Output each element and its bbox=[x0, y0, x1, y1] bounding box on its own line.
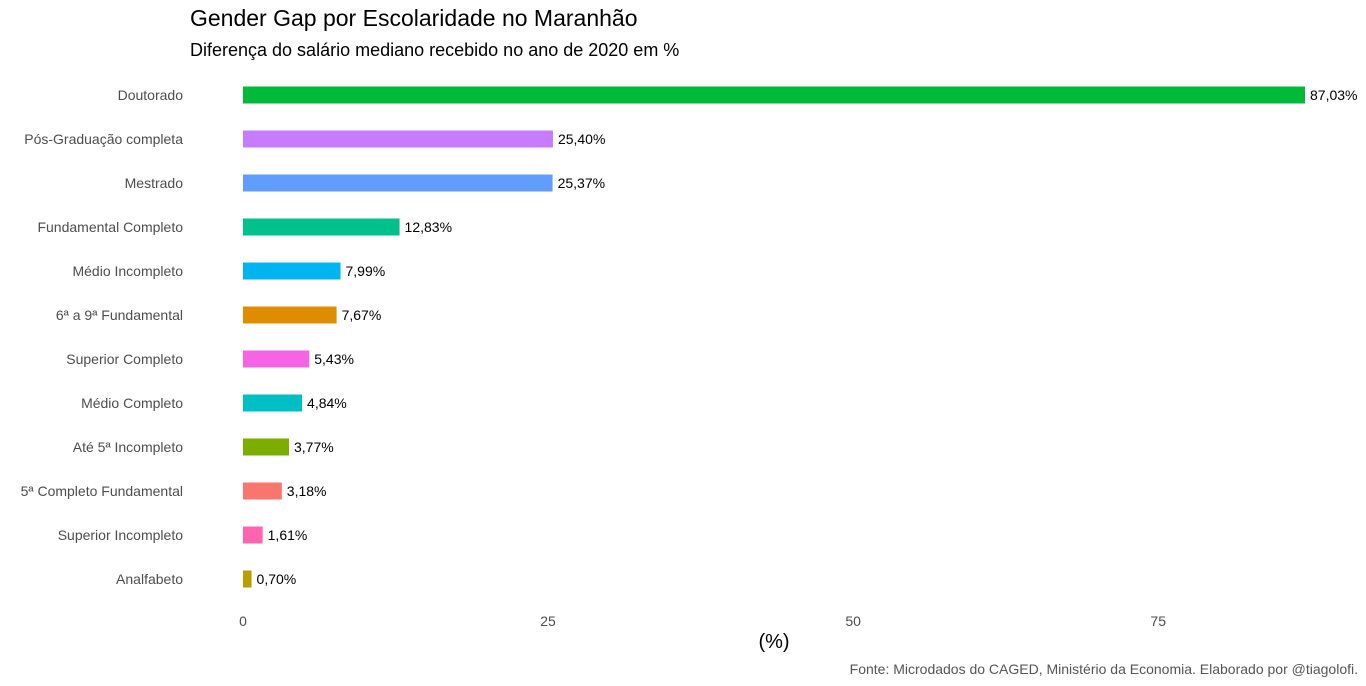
bar-medio-completo bbox=[243, 394, 303, 412]
bar-superior-incompleto bbox=[243, 526, 263, 544]
value-label-6-a-9-fundamental: 7,67% bbox=[342, 307, 382, 323]
value-label-fundamental-completo: 12,83% bbox=[405, 219, 452, 235]
chart-caption: Fonte: Microdados do CAGED, Ministério d… bbox=[850, 661, 1358, 677]
x-axis-ticks: 0 25 50 75 bbox=[239, 613, 1166, 629]
value-label-superior-incompleto: 1,61% bbox=[268, 527, 308, 543]
category-label-medio-completo: Médio Completo bbox=[81, 395, 183, 411]
x-tick-label-75: 75 bbox=[1150, 613, 1166, 629]
bar-6-a-9-fundamental bbox=[243, 306, 337, 324]
value-label-medio-completo: 4,84% bbox=[307, 395, 347, 411]
value-label-doutorado: 87,03% bbox=[1310, 87, 1357, 103]
category-label-analfabeto: Analfabeto bbox=[116, 571, 183, 587]
category-label-medio-incompleto: Médio Incompleto bbox=[72, 263, 183, 279]
category-label-6-a-9-fundamental: 6ª a 9ª Fundamental bbox=[56, 307, 183, 323]
bar-ate-5-incompleto bbox=[243, 438, 290, 456]
chart-subtitle: Diferença do salário mediano recebido no… bbox=[190, 40, 679, 60]
value-label-medio-incompleto: 7,99% bbox=[345, 263, 385, 279]
value-label-superior-completo: 5,43% bbox=[314, 351, 354, 367]
bar-fundamental-completo bbox=[243, 218, 400, 236]
category-label-superior-completo: Superior Completo bbox=[66, 351, 183, 367]
category-label-pos-graduacao-completa: Pós-Graduação completa bbox=[24, 131, 183, 147]
category-label-superior-incompleto: Superior Incompleto bbox=[58, 527, 184, 543]
bar-mestrado bbox=[243, 174, 553, 192]
value-label-pos-graduacao-completa: 25,40% bbox=[558, 131, 605, 147]
value-label-analfabeto: 0,70% bbox=[257, 571, 297, 587]
category-label-doutorado: Doutorado bbox=[118, 87, 184, 103]
bar-doutorado bbox=[243, 86, 1305, 104]
bars-group: Doutorado 87,03% Pós-Graduação completa 25,… bbox=[21, 86, 1357, 588]
bar-pos-graduacao-completa bbox=[243, 130, 553, 148]
x-axis-title: (%) bbox=[758, 631, 789, 653]
chart-title: Gender Gap por Escolaridade no Maranhão bbox=[190, 5, 638, 31]
category-label-ate-5-incompleto: Até 5ª Incompleto bbox=[73, 439, 183, 455]
value-label-mestrado: 25,37% bbox=[558, 175, 605, 191]
bar-medio-incompleto bbox=[243, 262, 341, 280]
bar-superior-completo bbox=[243, 350, 310, 368]
category-label-mestrado: Mestrado bbox=[125, 175, 184, 191]
value-label-ate-5-incompleto: 3,77% bbox=[294, 439, 334, 455]
category-label-fundamental-completo: Fundamental Completo bbox=[37, 219, 183, 235]
bar-5-completo-fundamental bbox=[243, 482, 282, 500]
value-label-5-completo-fundamental: 3,18% bbox=[287, 483, 327, 499]
bar-analfabeto bbox=[243, 570, 252, 588]
category-label-5-completo-fundamental: 5ª Completo Fundamental bbox=[21, 483, 183, 499]
x-tick-label-50: 50 bbox=[845, 613, 861, 629]
x-tick-label-25: 25 bbox=[540, 613, 556, 629]
x-tick-label-0: 0 bbox=[239, 613, 247, 629]
